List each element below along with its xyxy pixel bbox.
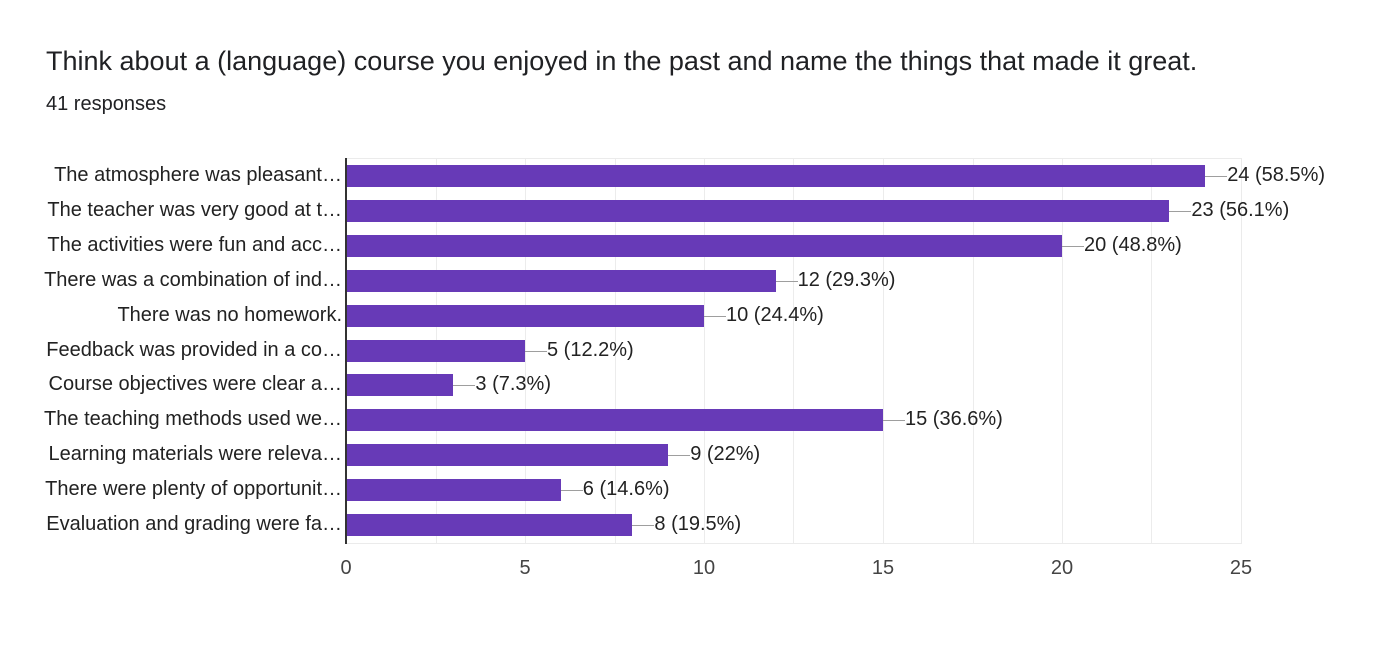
- gridline: [793, 159, 794, 543]
- bar[interactable]: [347, 165, 1206, 187]
- chart-title: Think about a (language) course you enjo…: [46, 46, 1198, 76]
- bar[interactable]: [347, 444, 669, 467]
- x-tick-label: 10: [692, 557, 716, 579]
- x-tick-label: 20: [1050, 557, 1074, 579]
- bar[interactable]: [347, 199, 1170, 222]
- category-label: Evaluation and grading were fa…: [46, 513, 342, 535]
- value-label: 9 (22%): [690, 443, 761, 466]
- label-leader-line: [704, 315, 726, 317]
- category-label: There was no homework.: [117, 303, 342, 326]
- gridline: [704, 159, 705, 543]
- gridline: [1151, 159, 1152, 543]
- label-leader-line: [525, 350, 547, 352]
- category-label: Learning materials were releva…: [48, 443, 342, 466]
- bar[interactable]: [347, 304, 704, 327]
- label-leader-line: [668, 455, 691, 457]
- bar[interactable]: [347, 374, 454, 397]
- bar[interactable]: [347, 514, 633, 536]
- label-leader-line: [1169, 210, 1192, 212]
- label-leader-line: [883, 420, 905, 422]
- category-label: There were plenty of opportunit…: [45, 478, 342, 501]
- x-tick-label: 0: [340, 557, 352, 579]
- label-leader-line: [775, 280, 798, 282]
- label-leader-line: [1205, 176, 1228, 177]
- label-leader-line: [1062, 245, 1084, 247]
- gridline: [615, 159, 616, 543]
- value-label: 15 (36.6%): [905, 408, 1003, 431]
- x-tick-label: 15: [871, 557, 895, 579]
- gridline: [1062, 159, 1063, 543]
- value-label: 3 (7.3%): [475, 373, 551, 396]
- x-tick-label: 5: [519, 557, 531, 579]
- bar[interactable]: [347, 409, 883, 432]
- category-label: The activities were fun and acc…: [47, 233, 342, 256]
- value-label: 23 (56.1%): [1191, 198, 1290, 221]
- response-count: 41 responses: [46, 93, 167, 115]
- x-tick-label: 25: [1229, 557, 1253, 579]
- value-label: 12 (29.3%): [797, 268, 896, 291]
- label-leader-line: [560, 490, 583, 492]
- y-axis-line: [345, 158, 347, 544]
- bar[interactable]: [347, 479, 561, 502]
- gridline: [883, 159, 884, 543]
- label-leader-line: [632, 525, 655, 526]
- label-leader-line: [453, 385, 476, 387]
- value-label: 8 (19.5%): [654, 513, 742, 535]
- gridline: [973, 159, 974, 543]
- category-label: The teaching methods used we…: [44, 408, 342, 431]
- category-label: Course objectives were clear a…: [48, 373, 342, 396]
- bar[interactable]: [347, 269, 776, 292]
- value-label: 24 (58.5%): [1227, 164, 1326, 186]
- category-label: There was a combination of ind…: [44, 268, 342, 291]
- value-label: 20 (48.8%): [1084, 233, 1182, 256]
- category-label: The atmosphere was pleasant…: [54, 164, 342, 186]
- value-label: 10 (24.4%): [726, 303, 824, 326]
- bar[interactable]: [347, 234, 1062, 257]
- category-label: Feedback was provided in a co…: [46, 338, 342, 361]
- value-label: 6 (14.6%): [582, 478, 670, 501]
- category-label: The teacher was very good at t…: [47, 198, 342, 221]
- bar[interactable]: [347, 339, 525, 362]
- value-label: 5 (12.2%): [547, 338, 634, 361]
